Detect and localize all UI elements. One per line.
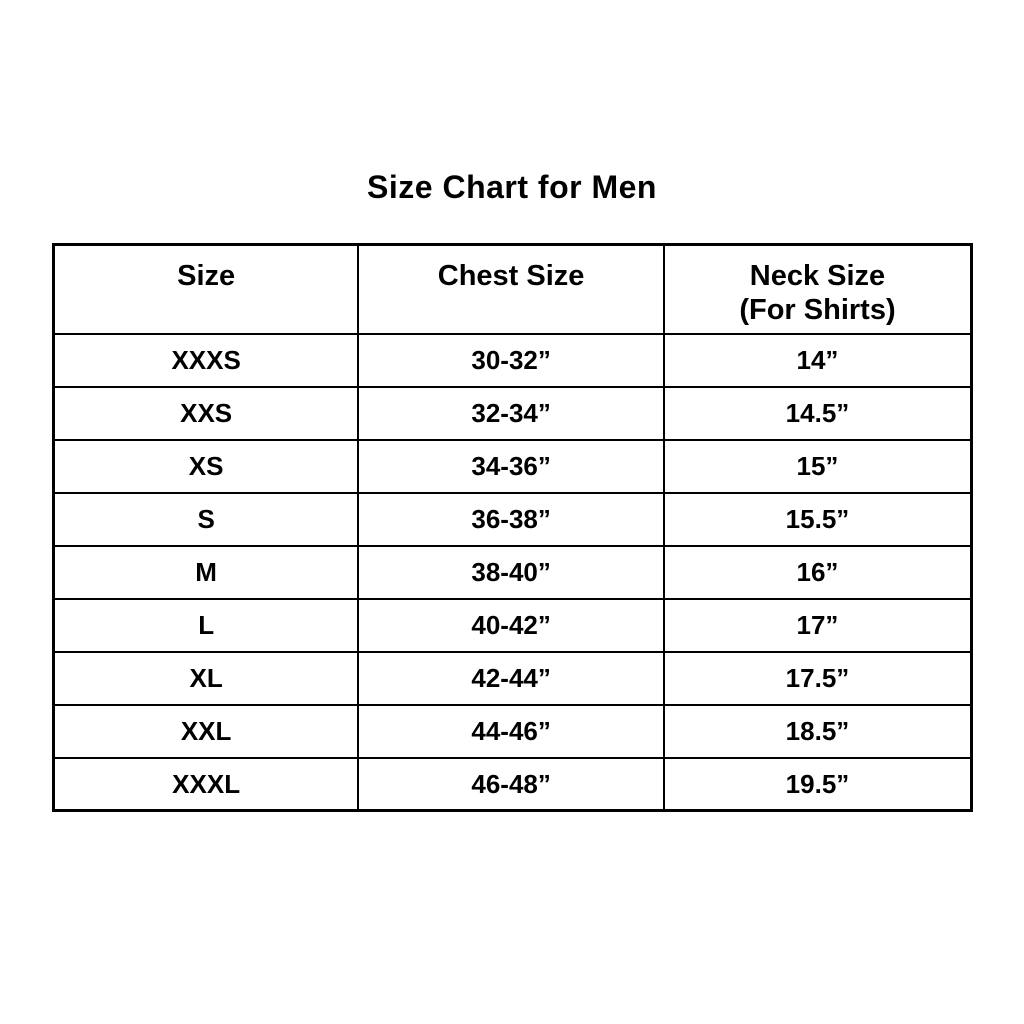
size-cell: L	[52, 597, 360, 653]
neck-size-cell: 17.5”	[662, 650, 973, 706]
table-row: XXS 32-34” 14.5”	[52, 385, 973, 441]
page-title: Size Chart for Men	[367, 169, 657, 205]
column-header-size-label: Size	[177, 260, 236, 292]
table-row: XS 34-36” 15”	[52, 438, 973, 494]
column-header-chest-size-label: Chest Size	[437, 260, 585, 292]
chest-size-cell: 38-40”	[357, 544, 665, 600]
chest-size-cell: 42-44”	[357, 650, 665, 706]
chest-size-cell: 34-36”	[357, 438, 665, 494]
neck-size-cell: 14.5”	[662, 385, 973, 441]
size-cell: XS	[52, 438, 360, 494]
chest-size-cell: 32-34”	[357, 385, 665, 441]
neck-size-cell: 19.5”	[662, 756, 973, 812]
chest-size-cell: 40-42”	[357, 597, 665, 653]
neck-size-cell: 15”	[662, 438, 973, 494]
column-header-neck-size: Neck Size (For Shirts)	[662, 243, 973, 335]
table-row: XXL 44-46” 18.5”	[52, 703, 973, 759]
size-cell: S	[52, 491, 360, 547]
column-header-neck-size-label: Neck Size	[749, 260, 886, 292]
size-cell: XL	[52, 650, 360, 706]
table-row: S 36-38” 15.5”	[52, 491, 973, 547]
chest-size-cell: 44-46”	[357, 703, 665, 759]
size-chart-table: Size Chest Size Neck Size (For Shirts) X…	[52, 243, 973, 812]
table-header-row: Size Chest Size Neck Size (For Shirts)	[52, 243, 973, 335]
table-row: XL 42-44” 17.5”	[52, 650, 973, 706]
size-cell: XXXS	[52, 332, 360, 388]
chest-size-cell: 30-32”	[357, 332, 665, 388]
neck-size-cell: 18.5”	[662, 703, 973, 759]
column-header-chest-size: Chest Size	[357, 243, 665, 335]
neck-size-cell: 17”	[662, 597, 973, 653]
size-cell: XXL	[52, 703, 360, 759]
table-row: L 40-42” 17”	[52, 597, 973, 653]
neck-size-cell: 14”	[662, 332, 973, 388]
size-cell: XXS	[52, 385, 360, 441]
chest-size-cell: 36-38”	[357, 491, 665, 547]
table-row: XXXL 46-48” 19.5”	[52, 756, 973, 812]
neck-size-cell: 15.5”	[662, 491, 973, 547]
size-cell: M	[52, 544, 360, 600]
table-row: M 38-40” 16”	[52, 544, 973, 600]
table-row: XXXS 30-32” 14”	[52, 332, 973, 388]
size-cell: XXXL	[52, 756, 360, 812]
neck-size-cell: 16”	[662, 544, 973, 600]
chest-size-cell: 46-48”	[357, 756, 665, 812]
column-header-size: Size	[52, 243, 360, 335]
column-header-neck-size-sublabel: (For Shirts)	[739, 294, 896, 326]
